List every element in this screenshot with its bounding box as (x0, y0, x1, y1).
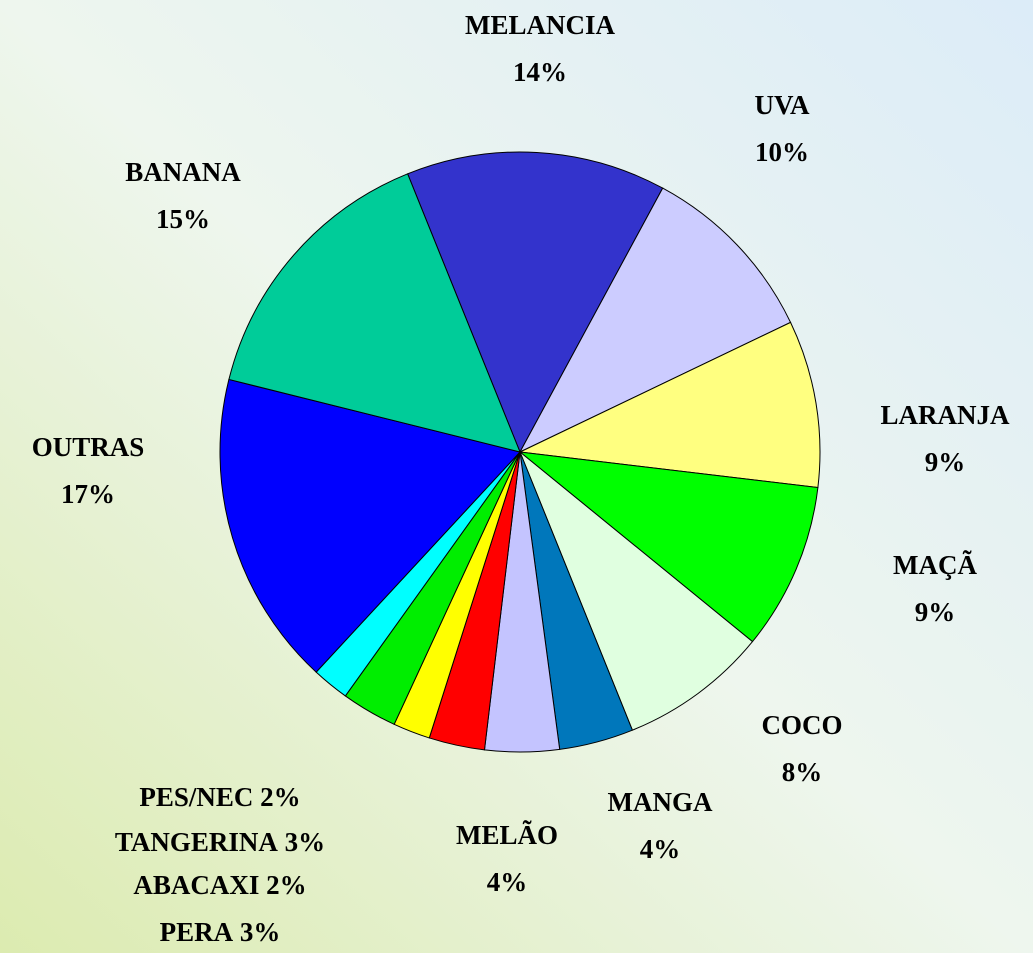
slice-value: 8% (782, 757, 823, 787)
slice-value: 2% (260, 782, 301, 812)
slice-name: MELÃO (456, 820, 558, 850)
pie-slice (219, 378, 521, 673)
slice-name: COCO (762, 710, 843, 740)
slice-name: MAÇÃ (893, 550, 977, 580)
slice-value: 3% (240, 917, 281, 947)
slice-value: 9% (925, 447, 966, 477)
slice-value: 4% (487, 867, 528, 897)
slice-name: MANGA (608, 787, 713, 817)
slice-value: 4% (640, 834, 681, 864)
slice-label: TANGERINA 3% (115, 827, 325, 857)
slice-name: PERA (160, 917, 234, 947)
slice-name: ABACAXI (133, 870, 259, 900)
pie-slice (406, 151, 664, 454)
pie-slice (518, 187, 792, 454)
slice-label: PERA 3% (160, 917, 281, 947)
pie-slice (518, 321, 821, 489)
slice-value: 17% (61, 479, 115, 509)
pie-slice (228, 173, 521, 453)
slice-name: UVA (754, 90, 810, 120)
slice-value: 9% (915, 597, 956, 627)
slice-name: TANGERINA (115, 827, 279, 857)
slice-name: PES/NEC (139, 782, 253, 812)
slice-name: OUTRAS (32, 432, 145, 462)
slice-name: MELANCIA (465, 10, 616, 40)
slice-value: 3% (285, 827, 326, 857)
slice-value: 14% (513, 57, 567, 87)
pie-slice (518, 451, 819, 643)
slice-value: 2% (266, 870, 307, 900)
slice-value: 15% (156, 204, 210, 234)
pie-slice (519, 451, 754, 731)
slice-label: PES/NEC 2% (139, 782, 300, 812)
slice-label: ABACAXI 2% (133, 870, 306, 900)
slice-value: 10% (755, 137, 809, 167)
slice-name: LARANJA (880, 400, 1010, 430)
slice-name: BANANA (125, 157, 241, 187)
